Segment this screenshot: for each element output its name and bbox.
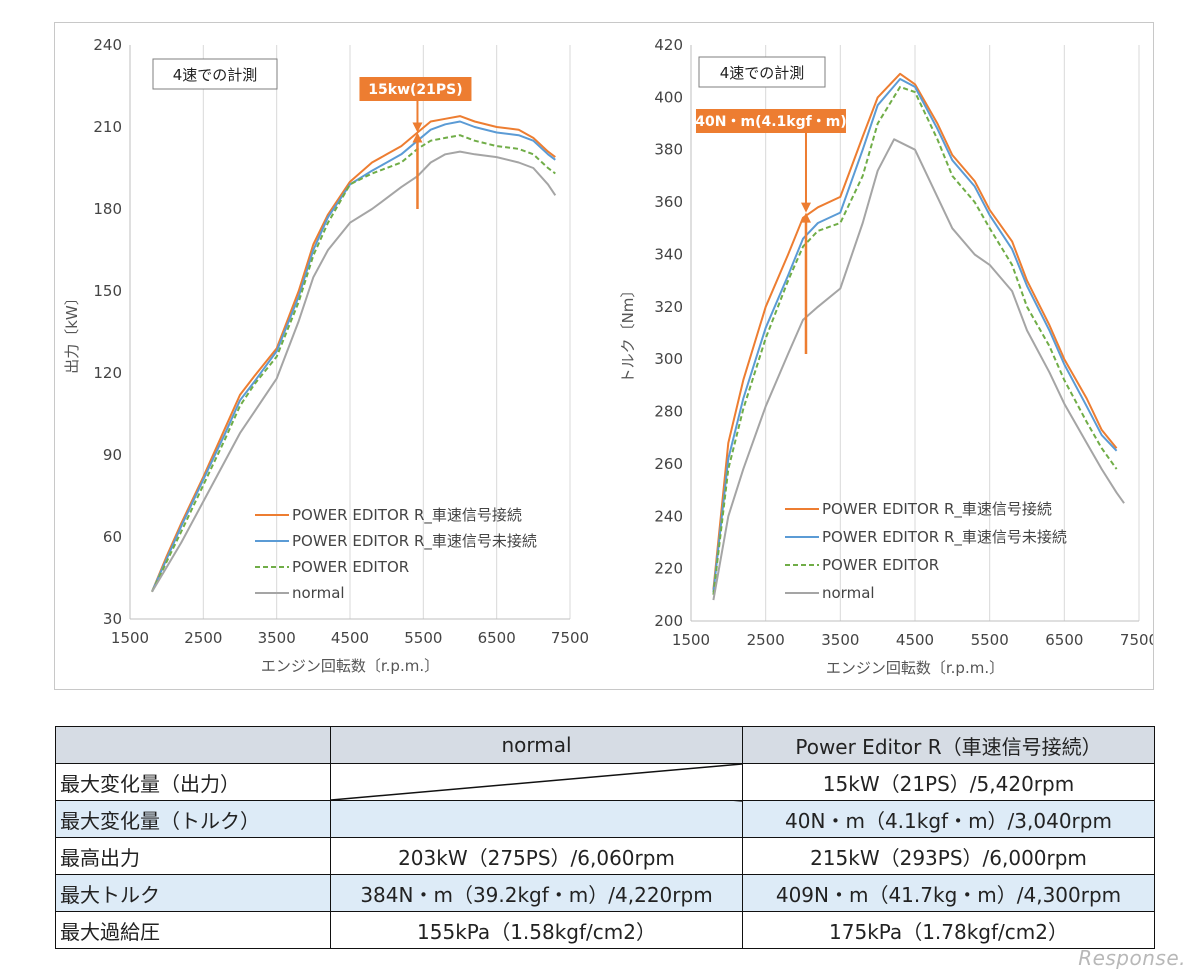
row-label: 最大トルク [55,874,331,912]
legend-label-1: POWER EDITOR R_車速信号未接続 [292,532,537,551]
y-tick-label: 200 [654,612,683,630]
legend-label-2: POWER EDITOR [292,558,409,576]
table-header-corner [55,726,331,764]
table-row: 最大変化量（トルク） 40N・m（4.1kgf・m）/3,040rpm [55,800,1155,838]
y-tick-label: 120 [93,364,122,382]
x-tick-label: 4500 [896,631,934,649]
y-tick-label: 400 [654,88,683,106]
row-label: 最大過給圧 [55,911,331,949]
power-editor-r-value: 40N・m（4.1kgf・m）/3,040rpm [742,800,1155,838]
empty-cell-diagonal [330,763,743,801]
legend-label-1: POWER EDITOR R_車速信号未接続 [822,528,1067,547]
note-box [698,56,826,88]
legend-label-0: POWER EDITOR R_車速信号接続 [822,500,1052,519]
series-line-3 [712,138,1125,601]
series-line-1 [712,78,1118,593]
x-tick-label: 7500 [1120,631,1153,649]
series-line-2 [151,134,556,593]
table-row: 最大変化量（出力） 15kW（21PS）/5,420rpm [55,763,1155,801]
table-header-power-editor-r: Power Editor R（車速信号接続） [742,726,1155,764]
x-tick-label: 5500 [404,629,442,647]
note-text: 4速での計測 [720,64,805,82]
watermark-logo: Response. [1078,946,1186,970]
y-tick-label: 180 [93,200,122,218]
y-tick-label: 60 [103,528,122,546]
y-tick-label: 220 [654,560,683,578]
callout-arrowhead-up [800,212,811,223]
y-axis-label: トルク〔Nm〕 [619,283,637,384]
callout-box [695,109,846,133]
charts-frame: 1500 2500 3500 4500 5500 6500 7500 30 60 90 120 150… [54,22,1154,690]
x-tick-label: 7500 [551,629,589,647]
torque-chart: 1500 2500 3500 4500 5500 6500 7500 200 220 240 260… [619,36,1153,677]
x-tick-label: 6500 [478,629,516,647]
normal-value: 384N・m（39.2kgf・m）/4,220rpm [330,874,743,912]
normal-value: 203kW（275PS）/6,060rpm [330,837,743,875]
table-header-normal: normal [330,726,743,764]
spec-table: normal Power Editor R（車速信号接続） 最大変化量（出力） … [55,726,1155,949]
note-text: 4速での計測 [173,66,258,84]
x-tick-label: 2500 [184,629,222,647]
callout-label: 40N・m(4.1kgf・m) [695,114,846,130]
y-tick-label: 340 [654,245,683,263]
y-tick-label: 30 [103,610,122,628]
legend-label-2: POWER EDITOR [822,556,939,574]
table-row: 最高出力 203kW（275PS）/6,060rpm 215kW（293PS）/… [55,837,1155,875]
series-line-1 [151,120,556,593]
y-tick-label: 380 [654,141,683,159]
power-editor-r-value: 15kW（21PS）/5,420rpm [742,763,1155,801]
callout-arrowhead-down [800,202,811,213]
y-tick-label: 320 [654,298,683,316]
normal-value: 155kPa（1.58kgf/cm2） [330,911,743,949]
x-tick-label: 6500 [1045,631,1083,649]
callout-arrowhead-down [412,122,423,133]
y-tick-label: 240 [93,36,122,54]
y-tick-label: 360 [654,193,683,211]
table-row: 最大過給圧 155kPa（1.58kgf/cm2） 175kPa（1.78kgf… [55,911,1155,949]
x-tick-label: 3500 [821,631,859,649]
row-label: 最大変化量（出力） [55,763,331,801]
y-tick-label: 240 [654,507,683,525]
x-tick-label: 5500 [971,631,1009,649]
x-tick-label: 1500 [672,631,710,649]
x-tick-label: 3500 [258,629,296,647]
legend-label-3: normal [292,584,345,602]
table-header-row: normal Power Editor R（車速信号接続） [55,726,1155,764]
series-line-2 [712,85,1118,595]
series-line-3 [151,150,557,593]
power-chart: 1500 2500 3500 4500 5500 6500 7500 30 60 90 120 150… [63,36,589,675]
y-tick-label: 420 [654,36,683,54]
y-tick-label: 300 [654,350,683,368]
note-box [152,58,278,90]
legend-label-0: POWER EDITOR R_車速信号接続 [292,506,522,525]
x-axis-label: エンジン回転数〔r.p.m.〕 [826,659,1004,677]
y-tick-label: 150 [93,282,122,300]
x-tick-label: 4500 [331,629,369,647]
power-editor-r-value: 215kW（293PS）/6,000rpm [742,837,1155,875]
legend-label-3: normal [822,584,875,602]
y-tick-label: 280 [654,403,683,421]
y-axis-label: 出力〔kW〕 [63,290,81,374]
empty-cell-diagonal [330,800,743,838]
power-editor-r-value: 409N・m（41.7kg・m）/4,300rpm [742,874,1155,912]
row-label: 最大変化量（トルク） [55,800,331,838]
callout-arrowhead-up [412,132,423,143]
row-label: 最高出力 [55,837,331,875]
x-tick-label: 2500 [747,631,785,649]
y-tick-label: 260 [654,455,683,473]
power-editor-r-value: 175kPa（1.78kgf/cm2） [742,911,1155,949]
y-tick-label: 210 [93,118,122,136]
series-line-0 [151,115,556,593]
series-line-0 [712,72,1118,590]
x-axis-label: エンジン回転数〔r.p.m.〕 [261,657,439,675]
table-row: 最大トルク 384N・m（39.2kgf・m）/4,220rpm 409N・m（… [55,874,1155,912]
callout-box [359,77,472,101]
y-tick-label: 90 [103,446,122,464]
callout-label: 15kw(21PS) [368,82,462,98]
x-tick-label: 1500 [111,629,149,647]
